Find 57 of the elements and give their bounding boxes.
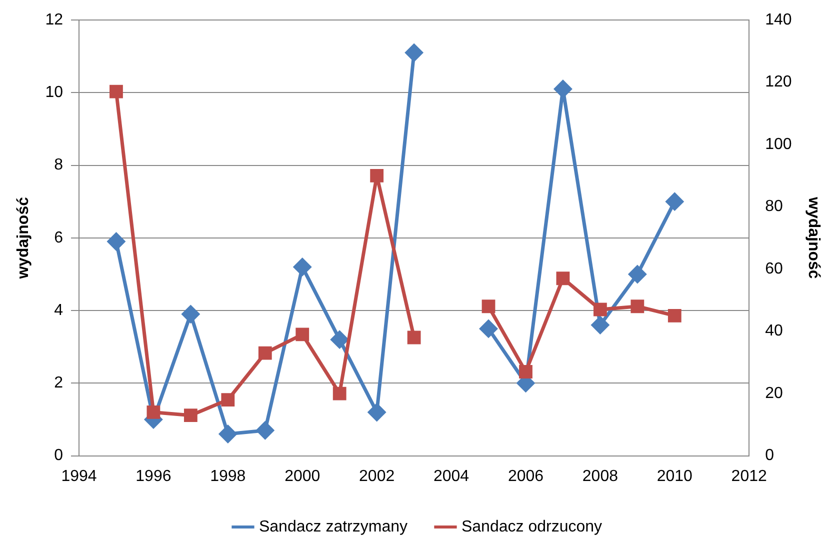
x-tick-label: 1994 xyxy=(61,468,97,485)
point xyxy=(370,168,384,182)
y2-tick-label: 100 xyxy=(765,136,792,153)
point xyxy=(332,386,346,400)
legend-label: Sandacz odrzucony xyxy=(461,518,602,536)
y-axis-title: wydajność xyxy=(15,196,32,280)
point xyxy=(480,320,498,338)
point xyxy=(294,258,312,276)
y-tick-label: 4 xyxy=(54,302,64,319)
point xyxy=(258,346,272,360)
y-tick-label: 8 xyxy=(54,156,64,174)
point xyxy=(666,192,684,210)
y-tick-label: 6 xyxy=(54,229,64,246)
point xyxy=(628,265,646,283)
y2-axis-title: wydajność xyxy=(804,196,822,279)
y2-tick-label: 140 xyxy=(765,11,792,28)
point xyxy=(368,403,386,421)
point xyxy=(407,330,421,344)
point xyxy=(482,300,496,314)
point xyxy=(146,406,160,419)
y-tick-label: 10 xyxy=(45,84,64,102)
y2-tick-label: 80 xyxy=(765,198,784,216)
y2-tick-label: 40 xyxy=(765,322,784,340)
point xyxy=(182,305,200,323)
point xyxy=(591,316,609,334)
x-tick-label: 2012 xyxy=(731,468,768,485)
x-tick-label: 2000 xyxy=(284,468,320,485)
x-tick-label: 1996 xyxy=(136,468,172,485)
point xyxy=(219,425,237,443)
point xyxy=(110,84,123,98)
point xyxy=(296,328,310,342)
x-tick-label: 1998 xyxy=(210,468,246,485)
x-tick-label: 2004 xyxy=(433,468,470,485)
point xyxy=(593,302,607,316)
point xyxy=(668,309,682,322)
y2-tick-label: 20 xyxy=(765,384,784,402)
y2-tick-label: 120 xyxy=(765,74,792,91)
y2-tick-label: 0 xyxy=(765,447,774,464)
x-tick-label: 2008 xyxy=(582,468,618,485)
y-tick-label: 0 xyxy=(54,447,64,464)
x-tick-label: 2002 xyxy=(359,468,395,485)
point xyxy=(184,408,198,422)
point xyxy=(256,422,274,440)
y-tick-label: 2 xyxy=(54,374,64,392)
point xyxy=(630,300,644,314)
point xyxy=(330,330,348,348)
point xyxy=(554,80,572,98)
point xyxy=(405,44,423,62)
point xyxy=(519,365,532,378)
point xyxy=(221,393,235,406)
y-tick-label: 12 xyxy=(45,11,64,28)
point xyxy=(556,272,570,286)
point xyxy=(107,232,125,250)
y2-tick-label: 60 xyxy=(765,260,784,278)
legend-label: Sandacz zatrzymany xyxy=(258,518,408,536)
x-tick-label: 2006 xyxy=(508,468,544,485)
x-tick-label: 2010 xyxy=(656,468,693,485)
